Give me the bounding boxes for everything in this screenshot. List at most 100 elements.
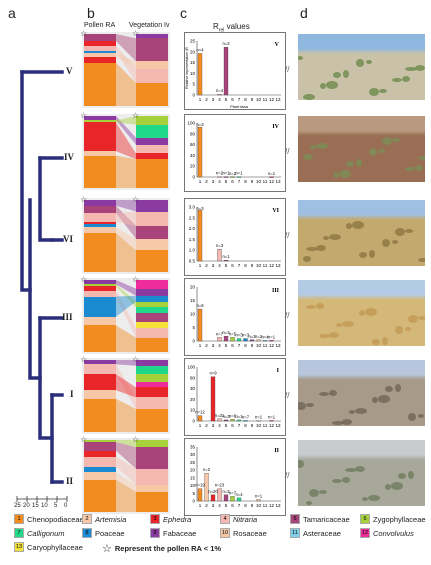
x-tick-label: 13 <box>275 343 281 348</box>
bar-n-label: n=31 <box>215 413 225 418</box>
stack-segment-artemisia <box>84 227 116 234</box>
stack-segment-artemisia <box>136 484 168 492</box>
stack-segment-tamaricaceae <box>136 313 168 322</box>
ribbon-tamaricaceae <box>116 205 136 239</box>
x-tick-label: 9 <box>251 263 254 268</box>
x-tick-label: 13 <box>275 423 281 428</box>
axis-break-mark: // <box>285 147 290 156</box>
bar-n-label: n=1 <box>222 254 230 259</box>
bar-n-label: n=7 <box>229 490 237 495</box>
scale-tick-20: 20 <box>23 503 30 509</box>
x-tick-label: 4 <box>218 343 221 348</box>
x-tick-label: 4 <box>218 263 221 268</box>
rvalue-bar <box>256 339 261 342</box>
rvalue-bar <box>197 308 203 342</box>
rvalue-bar <box>230 496 235 502</box>
stack-segment-artemisia <box>84 472 116 480</box>
x-tick-label: 3 <box>212 97 215 102</box>
x-tick-label: 3 <box>212 423 215 428</box>
dendro-join-vi-iii <box>38 316 54 440</box>
stack-segment-nitraria <box>84 212 116 222</box>
vegetation-photo-IV <box>298 116 425 182</box>
stack-segment-chenopodiaceae <box>136 250 168 272</box>
x-tick-label: 3 <box>212 179 215 184</box>
stack-segment-zygophyllaceae <box>84 284 116 287</box>
ribbon-fabaceae <box>116 200 136 212</box>
vegetation-stack-V <box>136 34 168 106</box>
stack-segment-tamaricaceae <box>84 205 116 213</box>
stack-segment-artemisia <box>136 61 168 69</box>
stack-segment-fabaceae <box>136 137 168 145</box>
axis-break-mark: // <box>285 231 290 240</box>
legend-star-note: ☆ Represent the pollen RA < 1% <box>102 542 221 555</box>
star-icon: ☆ <box>80 355 88 364</box>
y-tick-label: 15 <box>190 475 196 480</box>
legend-item-rosaceae: 10 Rosaceae <box>220 528 267 538</box>
legend-label: Zygophyllaceae <box>373 514 426 524</box>
bar-n-label: n=1 <box>268 334 276 339</box>
star-icon: ☆ <box>132 355 140 364</box>
vegetation-photo-VI <box>298 200 425 266</box>
legend-swatch: 5 <box>290 514 300 524</box>
vegetation-photo-V <box>298 34 425 100</box>
x-tick-label: 4 <box>218 503 221 508</box>
ribbon-chenopodiaceae <box>116 233 136 272</box>
bar-n-label: n=1 <box>255 493 263 498</box>
y-tick-label: 10 <box>190 71 196 76</box>
star-icon: ☆ <box>80 435 88 444</box>
y-tick-label: 1.5 <box>189 237 196 242</box>
rvalue-bar <box>269 176 274 178</box>
stack-segment-chenopodiaceae <box>84 479 116 512</box>
rvalue-bar <box>249 339 255 342</box>
star-icon: ☆ <box>80 275 88 284</box>
bar-n-label: n=3 <box>222 489 230 494</box>
ribbon-zygophyllaceae <box>116 284 136 308</box>
y-tick-label: 60 <box>190 142 196 147</box>
stack-segment-nitraria <box>84 456 116 467</box>
stack-segment-artemisia <box>84 390 116 399</box>
rvalue-bar <box>223 47 229 96</box>
ribbon-chenopodiaceae <box>116 155 136 188</box>
ribbon-chenopodiaceae <box>116 479 136 512</box>
x-tick-label: 2 <box>205 97 208 102</box>
rvalue-chart-VI: 0.5 1.0 1.5 2.0 2.5 3.0 1 2 3 4 5 6 7 8 9 10 11 12 13 n=3 n=… <box>184 198 286 276</box>
x-tick-label: 6 <box>231 343 234 348</box>
star-icon: ☆ <box>80 195 88 204</box>
x-tick-label: 2 <box>205 343 208 348</box>
stack-segment-fabaceae <box>84 280 116 285</box>
legend-swatch: 9 <box>150 528 160 538</box>
x-tick-label: 6 <box>231 97 234 102</box>
bar-n-label: n=7 <box>216 331 224 336</box>
legend-item-zygophyllaceae: 6 Zygophyllaceae <box>360 514 426 524</box>
photo-shrubs <box>306 303 425 345</box>
x-tick-label: 10 <box>256 343 262 348</box>
bar-n-label: n=1 <box>268 171 276 176</box>
chart-cluster-label: IV <box>272 124 279 130</box>
rvalue-bar <box>197 53 203 96</box>
pollen-stack-III <box>84 280 116 352</box>
y-tick-label: 0 <box>192 93 195 98</box>
stack-segment-tamaricaceae <box>136 38 168 62</box>
y-tick-label: 3.0 <box>189 205 196 210</box>
cluster-label-vi: VI <box>63 234 74 244</box>
dendrogram-scale-bar <box>16 496 68 502</box>
stack-segment-artemisia <box>136 238 168 251</box>
rvalue-bar <box>236 338 242 342</box>
axis-break-mark: // <box>285 65 290 74</box>
x-tick-label: 1 <box>199 503 202 508</box>
legend-label: Caryophyllaceae <box>27 542 83 552</box>
rvalue-chart-III: 0 5 10 15 20 1 2 3 4 5 6 7 8 9 10 11 12 13 n=6 n=7 n=3 n=5 n=3… <box>184 278 286 356</box>
x-tick-label: 6 <box>231 423 234 428</box>
stack-segment-tamaricaceae <box>84 34 116 42</box>
legend-swatch: 12 <box>360 528 370 538</box>
ribbon-artemisia <box>116 52 136 69</box>
photo-shrubs <box>303 137 425 178</box>
pollen-vegetation-ribbons <box>116 200 136 272</box>
chart-cluster-label: III <box>272 288 280 294</box>
pollen-vegetation-ribbons <box>116 440 136 512</box>
ribbon-poaceae <box>116 295 136 317</box>
stack-segment-nitraria <box>84 290 116 297</box>
chart-axes <box>196 207 281 262</box>
